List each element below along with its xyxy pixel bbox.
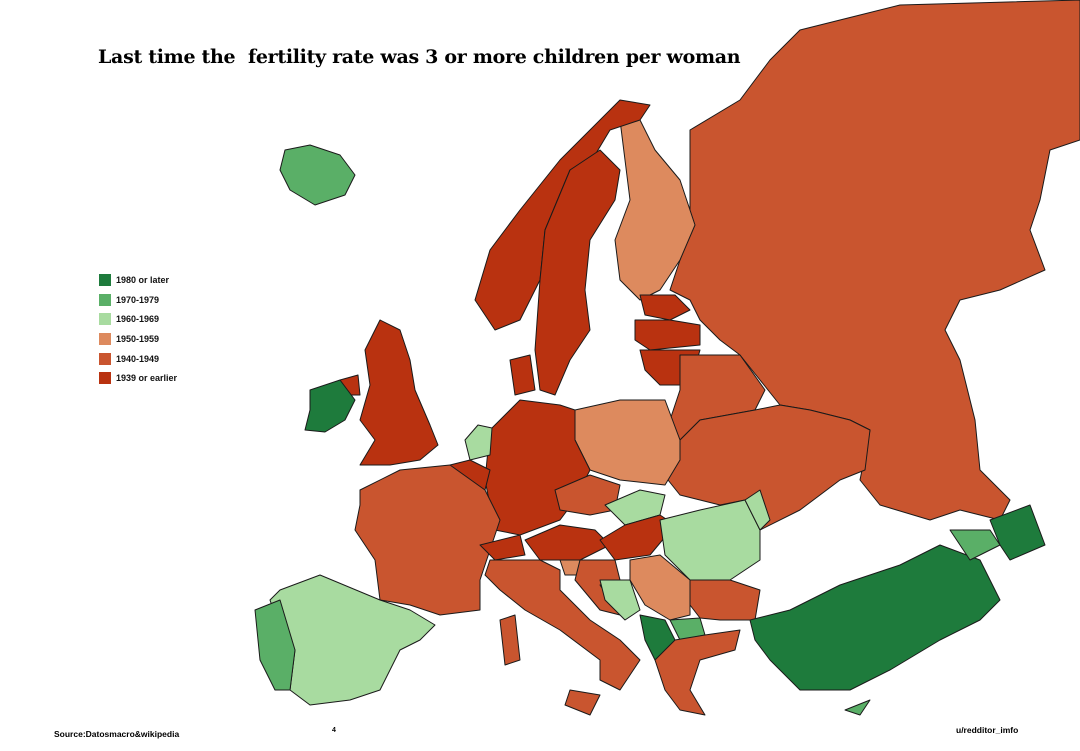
country-latvia <box>634 319 701 351</box>
legend-item: 1939 or earlier <box>99 368 177 388</box>
legend-item: 1970-1979 <box>99 290 177 310</box>
country-cyprus <box>844 699 871 716</box>
country-serbia <box>629 554 691 621</box>
country-united-kingdom <box>359 319 439 466</box>
legend-item: 1980 or later <box>99 270 177 290</box>
legend-item: 1960-1969 <box>99 309 177 329</box>
country-greece <box>654 629 741 716</box>
country-moldova <box>744 489 771 531</box>
country-turkey <box>749 544 1001 691</box>
legend-swatch <box>99 293 111 306</box>
country-denmark <box>509 354 536 396</box>
country-germany <box>484 399 591 536</box>
map-title: Last time the fertility rate was 3 or mo… <box>98 46 741 68</box>
legend-swatch <box>99 313 111 326</box>
country-sweden <box>534 149 621 396</box>
country-estonia <box>639 294 691 321</box>
legend-swatch <box>99 372 111 385</box>
country-italy <box>484 559 641 691</box>
legend-item: 1940-1949 <box>99 349 177 369</box>
legend-swatch <box>99 352 111 365</box>
country-norway <box>474 99 651 331</box>
country-bosnia <box>599 579 641 621</box>
legend-label: 1940-1949 <box>116 353 160 364</box>
country-romania <box>659 499 761 581</box>
legend: 1980 or later 1970-1979 1960-1969 1950-1… <box>99 270 177 388</box>
country-slovakia <box>604 489 666 526</box>
country-france <box>354 464 501 616</box>
legend-label: 1950-1959 <box>116 333 160 344</box>
legend-label: 1939 or earlier <box>116 373 178 384</box>
source-note: Source:Datosmacro&wikipedia <box>54 729 180 739</box>
country-switzerland <box>479 534 526 561</box>
legend-swatch <box>99 273 111 286</box>
page-mark: 4 <box>332 727 336 734</box>
country-ireland <box>304 379 356 433</box>
country-azerbaijan <box>989 504 1046 561</box>
country-poland <box>574 399 681 486</box>
author-credit: u/redditor_imfo <box>956 725 1019 735</box>
legend-label: 1970-1979 <box>116 294 160 305</box>
country-italy-sardinia <box>499 614 521 666</box>
country-netherlands <box>464 424 493 461</box>
legend-item: 1950-1959 <box>99 329 177 349</box>
legend-swatch <box>99 332 111 345</box>
country-bulgaria <box>689 579 761 621</box>
country-iceland <box>279 144 356 206</box>
legend-label: 1960-1969 <box>116 314 160 325</box>
country-ukraine <box>659 404 871 531</box>
legend-label: 1980 or later <box>116 274 170 285</box>
country-russia <box>669 0 1080 521</box>
country-finland <box>614 119 696 301</box>
country-portugal <box>254 599 296 691</box>
country-italy-sicily <box>564 689 601 716</box>
country-austria <box>524 524 611 561</box>
